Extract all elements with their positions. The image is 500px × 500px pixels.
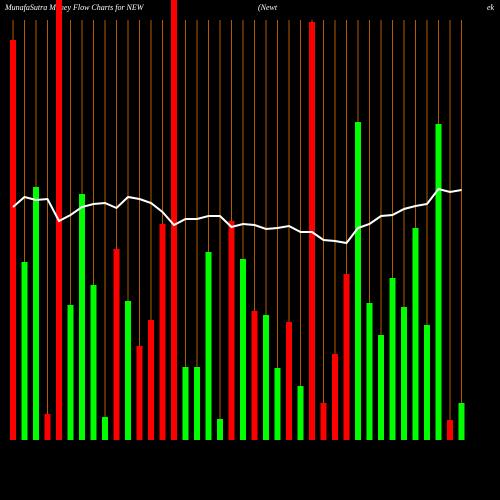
bar [447, 420, 453, 440]
bar [21, 262, 28, 440]
bar [182, 367, 189, 440]
bar [136, 346, 143, 440]
bar [274, 368, 281, 440]
bar [286, 322, 292, 440]
bar [332, 354, 338, 440]
bar [297, 386, 304, 440]
bar [228, 221, 235, 440]
bar [251, 311, 258, 440]
chart-title: (Newt [258, 3, 278, 12]
bar [90, 285, 97, 440]
bar [113, 249, 120, 440]
price-line [12, 187, 462, 245]
bar [320, 403, 327, 440]
bar [435, 124, 442, 440]
bar [159, 224, 166, 440]
bar [10, 40, 16, 440]
bar [389, 278, 396, 440]
bar [217, 419, 223, 440]
bar [67, 305, 74, 440]
bar [424, 325, 430, 440]
bar [366, 303, 373, 440]
bar [343, 274, 350, 440]
bar [79, 194, 85, 440]
bar [205, 252, 212, 440]
bar [33, 187, 39, 440]
chart-title: MunafaSutra Money Flow Charts for NEW [4, 3, 145, 12]
chart-title: ek [487, 3, 495, 12]
bar [378, 335, 384, 440]
bar [263, 315, 269, 440]
bar [412, 228, 419, 440]
bar [355, 122, 361, 440]
bar [148, 320, 154, 440]
bar [401, 307, 407, 440]
bar [458, 403, 465, 440]
bar [44, 414, 51, 440]
bar [125, 301, 131, 440]
bar [171, 0, 177, 440]
bar [102, 417, 108, 440]
bar [194, 367, 200, 440]
bar [240, 259, 246, 440]
